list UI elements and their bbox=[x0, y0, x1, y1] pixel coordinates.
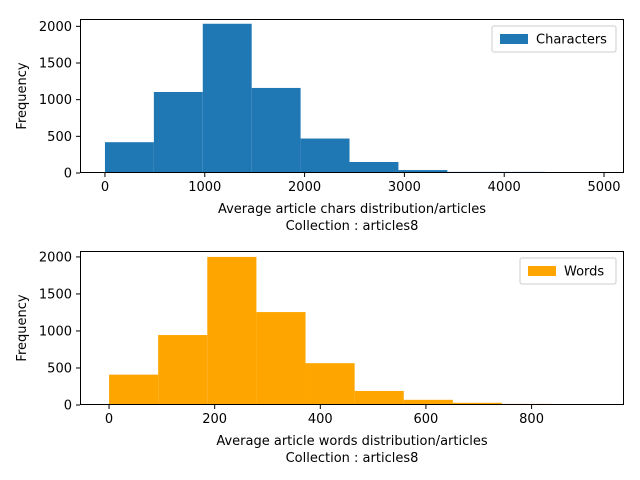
histogram-bar bbox=[452, 402, 502, 405]
histogram-bar bbox=[104, 142, 154, 173]
histogram-bar bbox=[305, 363, 355, 405]
x-axis-label: Average article chars distribution/artic… bbox=[218, 202, 486, 217]
legend-label: Words bbox=[564, 265, 604, 280]
legend: Characters bbox=[491, 25, 617, 53]
y-tick-label: 0 bbox=[64, 399, 72, 414]
bar-group bbox=[109, 256, 601, 405]
y-tick-label: 0 bbox=[64, 167, 72, 182]
y-axis-label: Frequency bbox=[15, 294, 30, 361]
x-tick-label: 200 bbox=[202, 412, 227, 427]
histogram-bar bbox=[256, 312, 306, 405]
x-tick-label: 2000 bbox=[288, 180, 321, 195]
legend-swatch bbox=[500, 34, 528, 44]
y-axis-ticks: 0 500 1000 1500 2000 bbox=[39, 20, 80, 182]
histogram-bar bbox=[153, 91, 203, 173]
x-tick-label: 600 bbox=[414, 412, 439, 427]
axes-frame bbox=[80, 19, 624, 173]
y-axis-label: Frequency bbox=[15, 62, 30, 129]
x-tick-label: 0 bbox=[101, 180, 109, 195]
x-tick-label: 800 bbox=[519, 412, 544, 427]
y-tick-label: 1500 bbox=[39, 57, 72, 72]
y-tick-label: 500 bbox=[47, 130, 72, 145]
x-tick-label: 400 bbox=[308, 412, 333, 427]
x-tick-label: 4000 bbox=[488, 180, 521, 195]
x-tick-label: 3000 bbox=[388, 180, 421, 195]
y-tick-label: 2000 bbox=[39, 250, 72, 265]
histogram-bar bbox=[300, 138, 350, 173]
histogram-bar bbox=[207, 256, 257, 405]
y-tick-label: 500 bbox=[47, 361, 72, 376]
histogram-bar bbox=[398, 170, 448, 173]
x-axis-ticks: 0 200 400 600 800 bbox=[105, 405, 544, 427]
y-tick-label: 2000 bbox=[39, 20, 72, 35]
y-tick-label: 1500 bbox=[39, 287, 72, 302]
histogram-bar bbox=[109, 374, 159, 405]
y-tick-label: 1000 bbox=[39, 93, 72, 108]
histogram-bar bbox=[202, 23, 252, 174]
x-tick-label: 1000 bbox=[188, 180, 221, 195]
legend-swatch bbox=[528, 266, 556, 276]
x-axis-sublabel: Collection : articles8 bbox=[286, 451, 419, 466]
bar-group bbox=[104, 23, 595, 174]
legend: Words bbox=[519, 257, 617, 285]
axes-frame bbox=[80, 251, 624, 405]
histogram-bar bbox=[158, 335, 208, 405]
histogram-bar bbox=[251, 87, 301, 173]
x-axis-ticks: 0 1000 2000 3000 4000 5000 bbox=[101, 173, 621, 195]
histogram-bar bbox=[349, 162, 399, 173]
y-tick-label: 1000 bbox=[39, 324, 72, 339]
x-tick-label: 5000 bbox=[587, 180, 620, 195]
x-axis-label: Average article words distribution/artic… bbox=[216, 434, 488, 449]
legend-box bbox=[519, 257, 617, 285]
x-tick-label: 0 bbox=[105, 412, 113, 427]
x-axis-sublabel: Collection : articles8 bbox=[286, 219, 419, 234]
legend-box bbox=[491, 25, 617, 53]
characters-histogram-panel: 0 1000 2000 3000 4000 5000 0 500 1000 1500 2000 A… bbox=[15, 19, 624, 234]
histogram-bar bbox=[403, 399, 453, 405]
histogram-bar bbox=[354, 390, 404, 405]
legend-label: Characters bbox=[536, 33, 607, 48]
y-axis-ticks: 0 500 1000 1500 2000 bbox=[39, 250, 80, 414]
words-histogram-panel: 0 200 400 600 800 0 500 1000 1500 2000 Average a… bbox=[15, 250, 624, 466]
